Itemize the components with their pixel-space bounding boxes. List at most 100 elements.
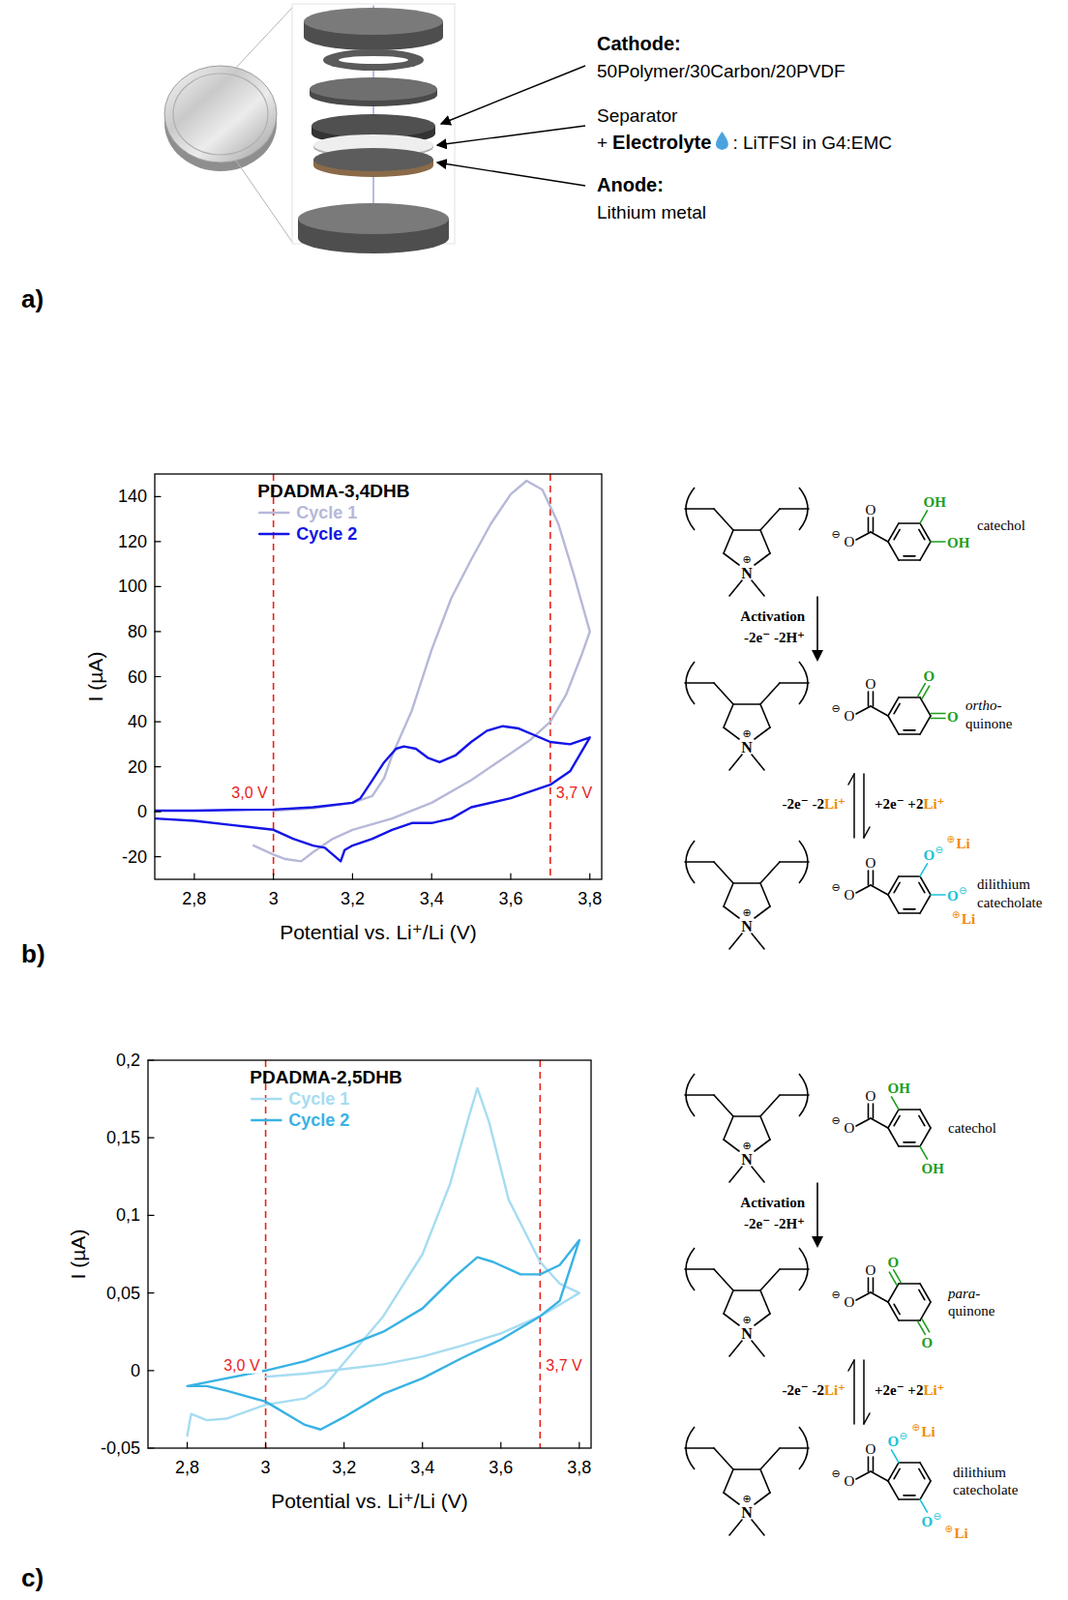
tick-label: 0,1 [116,1205,141,1225]
arrow-head [848,1360,855,1371]
bond [856,532,871,540]
tick-label: 3,4 [419,889,445,909]
bond [733,1289,761,1292]
label: + [596,132,608,153]
bond [919,1127,931,1147]
tick-label: 120 [118,532,148,552]
plot-background [148,1060,592,1449]
atom-label: N [741,918,753,935]
bond [723,704,734,728]
annotation-label: 3,0 V [223,1357,261,1374]
bond [729,1340,742,1357]
tick-label: 3,8 [577,889,602,909]
legend-label: Cycle 1 [288,1089,350,1109]
bond [760,883,771,907]
atom-label: OH [921,1160,946,1177]
marker-line [539,1060,542,1449]
tick-label: 0 [137,801,148,822]
bond [930,540,946,543]
bond [872,1277,875,1293]
bond [754,1139,771,1152]
arrow-head [811,1236,824,1248]
atom-label: O [947,709,959,725]
bond [870,1471,889,1482]
charge: ⊕ [741,1313,751,1327]
bond [779,507,809,510]
axis-title: Potential vs. Li⁺/Li (V) [279,920,477,944]
annotation-label: 3,7 V [556,784,594,801]
bracket [799,487,808,531]
label: Electrolyte [612,131,712,153]
bond [872,870,875,886]
coin-face [164,65,277,163]
species-label: quinone [965,715,1013,732]
bond [779,860,809,863]
label-patch [554,784,595,801]
atom-label: Li [921,1424,936,1440]
bond [867,1456,870,1472]
charge: ⊕ [951,909,960,920]
label-patch [221,1357,263,1374]
bond [870,706,889,716]
bond [754,1313,771,1326]
tick-label: 2,8 [175,1457,200,1478]
bracket [685,1426,695,1470]
bracket [799,1073,808,1117]
tick [578,1442,580,1449]
bond [760,704,771,728]
bond [891,1450,900,1463]
species-label: catecholate [952,1482,1019,1498]
atom-label: O [844,534,856,550]
tick-label: 100 [118,576,148,596]
atom-label: N [741,1504,753,1521]
tick-label: 3,2 [331,1457,356,1478]
bond [713,682,734,705]
arrow-label: Activation [740,1194,805,1211]
bond [919,1289,925,1300]
atom-label: O [865,1262,877,1278]
panel-letter: a) [21,284,44,314]
bond [723,906,740,919]
bond [856,1471,871,1480]
bond [723,1139,740,1152]
charge: ⊕ [741,727,751,741]
arrow [862,1360,865,1424]
species-label: catechol [948,1120,997,1136]
bond [919,876,931,895]
bond [888,876,899,895]
atom-label: Li [961,911,976,927]
bond [723,883,734,907]
bond [893,882,900,892]
bond [760,1095,780,1117]
atom-label: OH [947,534,971,551]
bond [856,706,871,714]
bond [898,733,920,736]
bond [729,1166,742,1183]
spring-slot [338,56,409,64]
arrow-label: +2e⁻ +2Li⁺ [874,796,946,812]
bond [903,555,916,558]
bracket [799,1426,808,1470]
bond [856,1292,871,1301]
atom-label: N [741,739,753,756]
bond [893,1115,900,1126]
bond [867,691,870,707]
atom-label: O [844,1120,856,1136]
bond [733,529,761,532]
tick [265,1442,267,1449]
bond [919,894,931,914]
tick [343,1442,345,1449]
bond [888,1302,899,1321]
arrow [816,1183,819,1239]
arrow-head [811,650,824,662]
bond [919,529,925,539]
guide-line [236,7,293,68]
label-patch [229,784,270,801]
bond [903,1494,916,1497]
bond [898,912,920,915]
bond [898,875,920,878]
bond [888,1283,899,1303]
charge: ⊖ [935,844,944,856]
tick-label: -0,05 [100,1438,141,1458]
bond [888,541,899,561]
